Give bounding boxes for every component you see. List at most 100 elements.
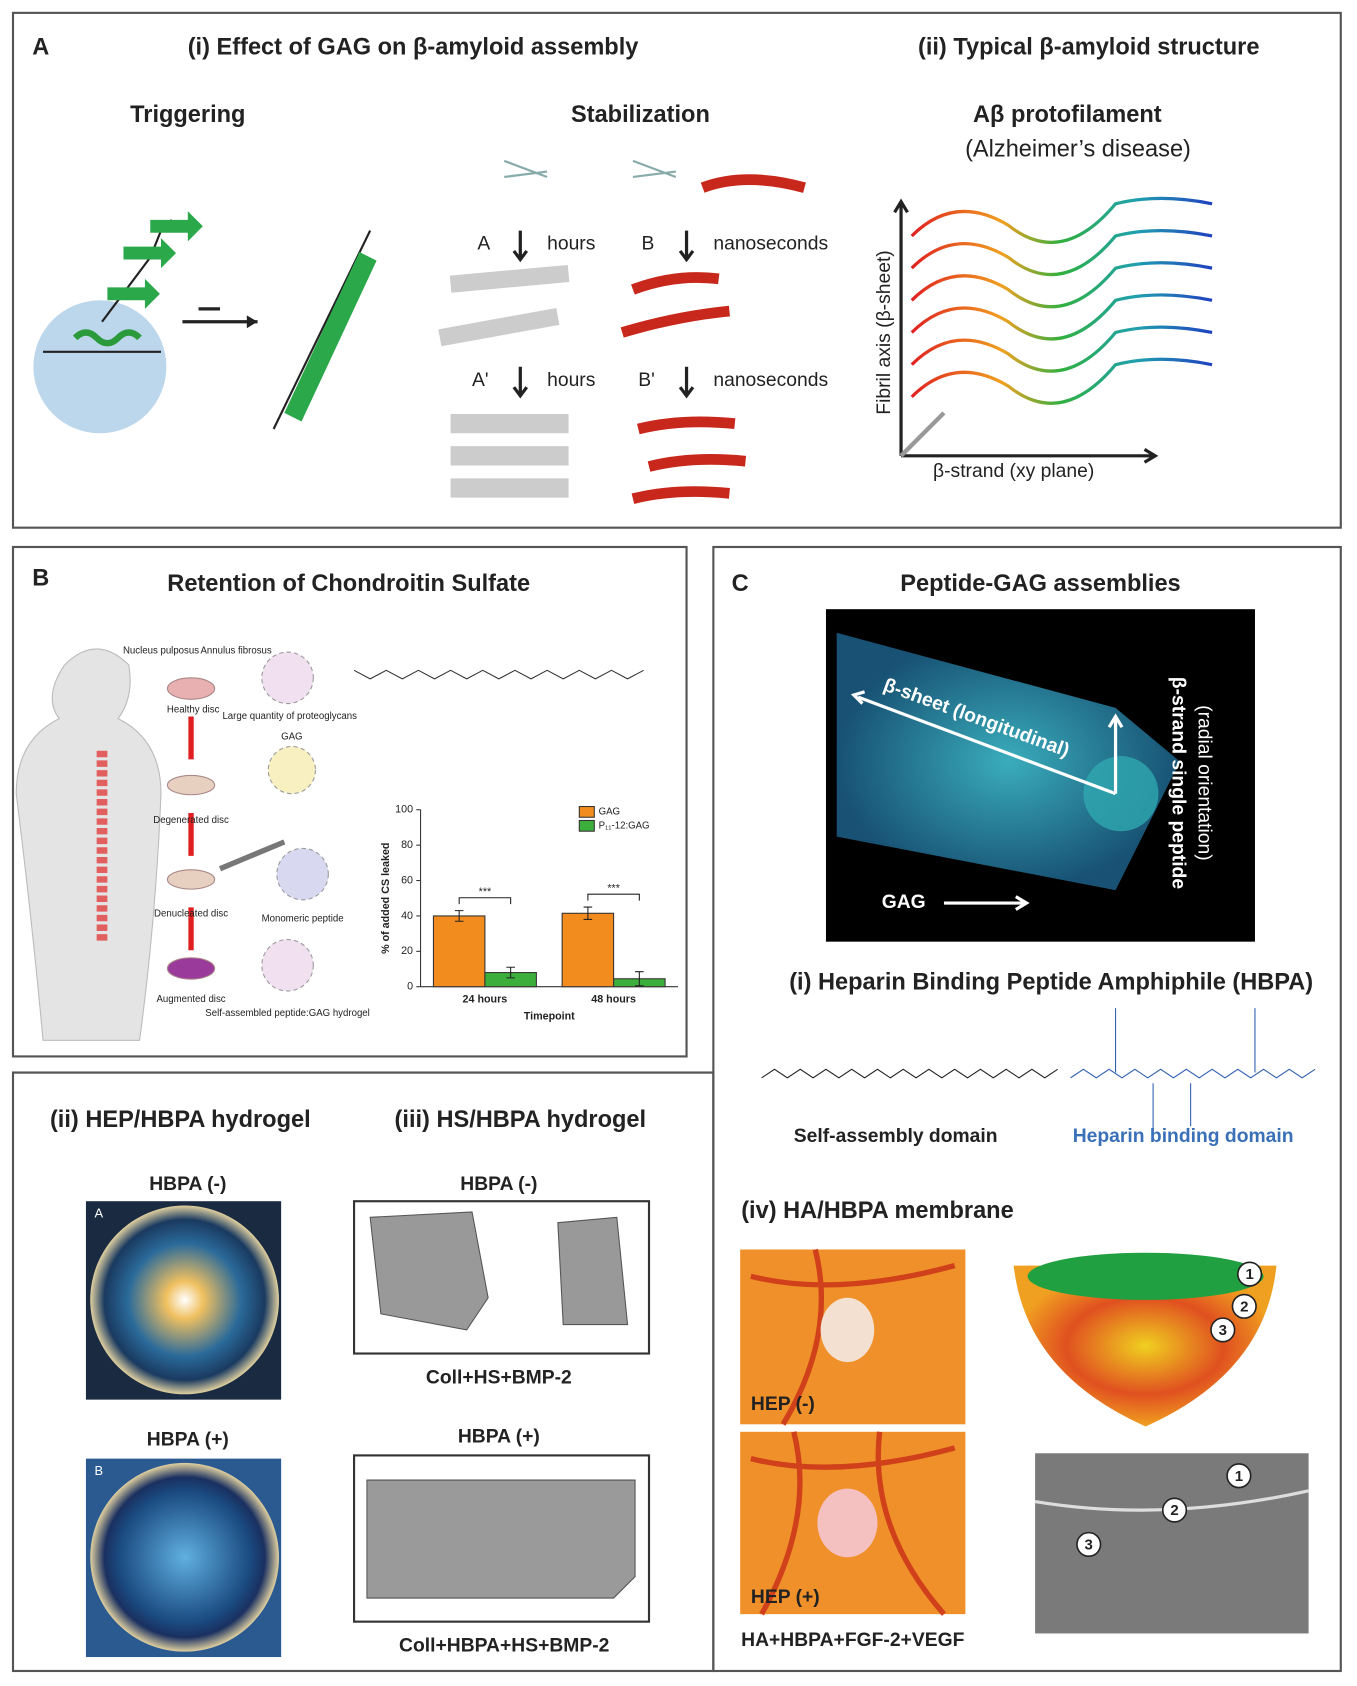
x-axis-label: Timepoint: [524, 1011, 575, 1023]
panel-letter: B: [32, 564, 49, 590]
image-label: HBPA (+): [458, 1426, 540, 1447]
label: Annulus fibrosus: [200, 646, 271, 657]
layer-number: 3: [1219, 1322, 1227, 1339]
subtitle: Stabilization: [571, 101, 710, 127]
layer-number: 2: [1170, 1502, 1178, 1519]
panel-letter: A: [32, 33, 49, 59]
route-label: nanoseconds: [713, 370, 828, 391]
protofilament-illustration-part: [893, 198, 1159, 464]
panel-frames-part: [11, 1071, 715, 1673]
protofilament-illustration-part-part: [910, 196, 1213, 244]
protofilament-illustration-part: [899, 411, 946, 458]
body-illustration-part: [261, 651, 314, 705]
photo: [750, 1248, 956, 1426]
panel-frames-part: [11, 545, 688, 1058]
route-label: A': [472, 370, 489, 391]
subtitle: Triggering: [130, 101, 245, 127]
panel-title: Peptide-GAG assemblies: [900, 570, 1180, 596]
label: GAG: [281, 731, 302, 742]
sem-image: [1035, 1453, 1309, 1634]
error-bar: [583, 906, 593, 921]
image-label: HBPA (+): [147, 1429, 229, 1450]
layer-number: 1: [1245, 1266, 1253, 1283]
model-image: [836, 632, 1180, 891]
panel-title: (i) Effect of GAG on β-amyloid assembly: [188, 33, 639, 59]
bar: [432, 915, 486, 988]
hbpa-structure-part: [1070, 1008, 1316, 1137]
image-caption: Coll+HBPA+HS+BMP-2: [399, 1635, 609, 1656]
layer-marker: [1210, 1317, 1236, 1343]
photo: [90, 1462, 279, 1652]
panel-frames: [11, 11, 1342, 1673]
label: Augmented disc: [156, 994, 225, 1005]
protofilament-illustration-part: [910, 196, 1213, 405]
route-label: nanoseconds: [713, 234, 828, 255]
inset-letter: A: [95, 1205, 104, 1220]
section-title: (iii) HS/HBPA hydrogel: [395, 1106, 647, 1132]
body-illustration-part: [166, 677, 216, 700]
body-illustration-part: [218, 839, 286, 872]
model-label: β-strand single peptide: [1168, 677, 1189, 890]
body-illustration-part: [261, 938, 314, 992]
protofilament-illustration-part-part: [910, 325, 1213, 373]
axis-label: β-strand (xy plane): [933, 461, 1094, 482]
y-tick-label: 100: [395, 804, 413, 816]
layer-marker: [1076, 1531, 1102, 1558]
layer-number: 1: [1235, 1468, 1243, 1485]
label: Monomeric peptide: [262, 914, 344, 925]
panel-a: A (i) Effect of GAG on β-amyloid assembl…: [32, 33, 1260, 504]
triggering-illustration-part: [107, 211, 203, 309]
micro-ct: [366, 1479, 636, 1599]
triggering-illustration-part: [284, 252, 377, 422]
significance-label: ***: [479, 886, 492, 898]
protofilament-illustration-part-part: [910, 228, 1213, 277]
panel-iii: (iii) HS/HBPA hydrogel HBPA (-) Coll+HS+…: [352, 1106, 651, 1656]
image-label: HEP (+): [751, 1587, 820, 1608]
photo: [817, 1488, 878, 1558]
membrane-model: [1027, 1252, 1264, 1300]
image-caption: HA+HBPA+FGF-2+VEGF: [741, 1630, 964, 1651]
triggering-illustration: [33, 211, 377, 434]
triggering-illustration-part: [246, 315, 258, 329]
panel-letter: C: [732, 570, 749, 596]
membrane-model: [1013, 1265, 1277, 1427]
protofilament-illustration-part-part: [910, 293, 1213, 341]
axis-label: Fibril axis (β-sheet): [874, 250, 895, 414]
x-tick-label: 24 hours: [463, 993, 508, 1005]
layer-marker: [1237, 1261, 1263, 1287]
panel-c: C Peptide-GAG assemblies β-sheet (longit…: [732, 570, 1316, 1147]
subtitle: (Alzheimer’s disease): [965, 135, 1191, 161]
body-illustration-part: [166, 869, 216, 890]
layer-number: 3: [1085, 1536, 1093, 1553]
legend-label: P₁₁-12:GAG: [599, 820, 650, 831]
model-label: GAG: [882, 892, 926, 913]
protofilament-illustration: Fibril axis (β-sheet) β-strand (xy plane…: [874, 196, 1213, 482]
photo: [90, 1205, 279, 1395]
layer-number: 2: [1240, 1298, 1248, 1315]
significance-label: ***: [607, 883, 620, 895]
significance-bracket: [587, 893, 640, 901]
section-title: (iv) HA/HBPA membrane: [741, 1197, 1014, 1223]
y-axis-label: % of added CS leaked: [380, 843, 392, 954]
body-illustration: [15, 648, 644, 1041]
route-label: hours: [547, 234, 595, 255]
y-tick-label: 80: [401, 839, 413, 851]
label: Denucleated disc: [154, 908, 228, 919]
route-label: hours: [547, 370, 595, 391]
image-caption: Coll+HS+BMP-2: [426, 1367, 572, 1388]
bar-chart: 0 20 40 60 80 100 % of added CS leaked Timepoin…: [380, 804, 678, 1023]
x-tick-label: 48 hours: [591, 993, 636, 1005]
panel-title: (ii) Typical β-amyloid structure: [918, 33, 1260, 59]
significance-bracket: [458, 897, 512, 905]
y-tick-label: 0: [407, 981, 413, 993]
stabilization-illustration-part: [512, 230, 695, 399]
label: Large quantity of proteoglycans: [222, 711, 357, 722]
protofilament-illustration-part-part: [910, 261, 1213, 309]
model-label: (radial orientation): [1193, 705, 1214, 861]
section-title: (ii) HEP/HBPA hydrogel: [50, 1106, 311, 1132]
route-label: B: [641, 234, 654, 255]
stabilization-illustration-part: [450, 413, 569, 498]
